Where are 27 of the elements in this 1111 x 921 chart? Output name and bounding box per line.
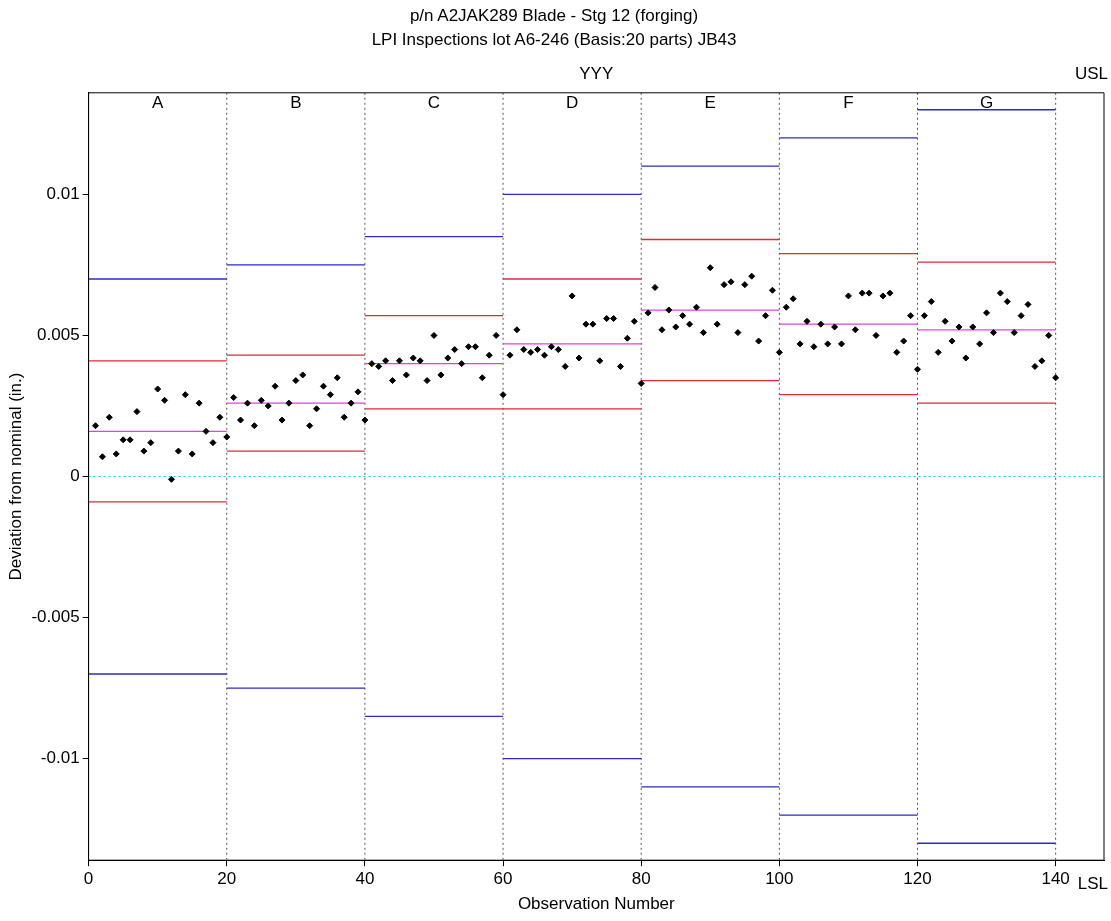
y-tick-label: 0.01	[46, 184, 80, 204]
text: LSL	[1077, 873, 1108, 893]
x-axis-title: Observation Number	[517, 894, 676, 914]
y-tick-label: -0.005	[31, 607, 80, 627]
x-tick-label: 40	[355, 869, 375, 889]
chart-title: p/n A2JAK289 Blade - Stg 12 (forging)	[409, 5, 699, 25]
y-axis-title: Deviation from nominal (in.)	[5, 372, 25, 581]
x-tick-label: 0	[83, 869, 94, 889]
annotation: D	[565, 93, 579, 113]
chart-subtitle: LPI Inspections lot A6-246 (Basis:20 parts) JB43	[371, 30, 737, 50]
x-tick-label: 60	[493, 869, 513, 889]
annotation: C	[427, 93, 441, 113]
annotation: G	[979, 93, 994, 113]
x-tick-label: 140	[1041, 869, 1070, 889]
x-tick-label: 20	[217, 869, 237, 889]
text: USL	[1074, 64, 1108, 84]
x-tick-label: 100	[765, 869, 794, 889]
annotation: F	[843, 93, 854, 113]
y-tick-label: 0.005	[37, 325, 80, 345]
annotation: E	[704, 93, 716, 113]
annotation: B	[290, 93, 302, 113]
annotation: A	[152, 93, 165, 113]
x-tick-label: 80	[631, 869, 651, 889]
y-tick-label: -0.01	[40, 748, 80, 768]
text: YYY	[579, 64, 614, 84]
y-tick-label: 0	[70, 466, 80, 486]
x-tick-label: 120	[903, 869, 932, 889]
